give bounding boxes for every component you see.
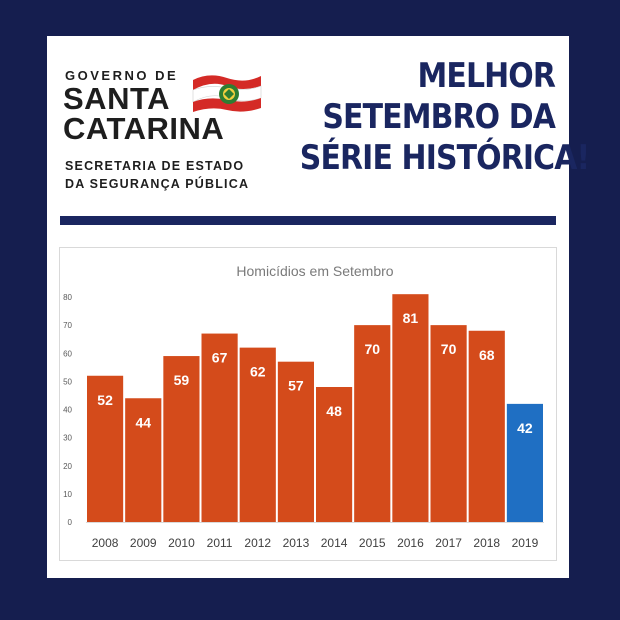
bar-2016 — [392, 294, 429, 522]
info-card: GOVERNO DE SANTA CATARINA SECRETARIA DE … — [47, 36, 590, 578]
bar-chart: Homicídios em Setembro 0 10 20 30 40 50 60 70 80 5… — [63, 263, 544, 550]
bar-2014 — [316, 387, 353, 522]
data-label-2013: 57 — [288, 378, 304, 394]
bar-2018 — [468, 330, 505, 522]
data-label-2015: 70 — [364, 341, 380, 357]
x-tick-label-2012: 2012 — [244, 536, 271, 550]
bar-2017 — [430, 325, 467, 522]
headline-line-3: SÉRIE HISTÓRICA! — [299, 138, 590, 178]
data-label-2018: 68 — [479, 347, 495, 363]
data-label-2014: 48 — [326, 403, 342, 419]
bar-2012 — [239, 347, 276, 522]
x-tick-label-2011: 2011 — [207, 536, 233, 550]
x-tick-label-2013: 2013 — [283, 536, 310, 550]
data-label-2011: 67 — [212, 350, 228, 366]
headline-line-2: SETEMBRO DA — [322, 97, 556, 137]
data-label-2009: 44 — [135, 414, 151, 430]
logo-line-santa: SANTA — [63, 81, 170, 116]
x-tick-label-2015: 2015 — [359, 536, 386, 550]
x-tick-label-2017: 2017 — [435, 536, 462, 550]
data-label-2016: 81 — [403, 310, 419, 326]
x-tick-label-2008: 2008 — [92, 536, 119, 550]
x-tick-label-2014: 2014 — [321, 536, 348, 550]
data-label-2008: 52 — [97, 392, 113, 408]
logo-line-catarina: CATARINA — [63, 111, 225, 146]
y-tick-label: 70 — [63, 321, 72, 330]
y-tick-label: 50 — [63, 377, 72, 386]
bar-2009 — [125, 398, 162, 522]
bar-2015 — [354, 325, 391, 522]
headline-line-1: MELHOR — [417, 56, 555, 96]
headline: MELHOR SETEMBRO DA SÉRIE HISTÓRICA! — [299, 56, 590, 179]
government-logo: GOVERNO DE SANTA CATARINA SECRETARIA DE … — [63, 66, 263, 196]
bar-2011 — [201, 333, 238, 522]
divider-bar — [60, 216, 556, 225]
y-tick-label: 0 — [68, 518, 73, 527]
x-tick-label-2010: 2010 — [168, 536, 195, 550]
y-tick-label: 80 — [63, 293, 72, 302]
y-tick-label: 30 — [63, 434, 72, 443]
logo-line-secretaria: SECRETARIA DE ESTADO — [65, 159, 245, 173]
chart-title: Homicídios em Setembro — [236, 263, 393, 279]
y-tick-label: 60 — [63, 349, 72, 358]
x-tick-label-2009: 2009 — [130, 536, 157, 550]
bar-2010 — [163, 356, 200, 522]
x-tick-label-2016: 2016 — [397, 536, 424, 550]
x-tick-label-2019: 2019 — [512, 536, 539, 550]
y-tick-label: 40 — [63, 406, 72, 415]
bar-2008 — [87, 375, 124, 522]
data-label-2012: 62 — [250, 364, 266, 380]
bar-2013 — [277, 361, 314, 522]
data-label-2017: 70 — [441, 341, 457, 357]
logo-line-governo: GOVERNO DE — [65, 68, 179, 83]
state-flag-icon — [192, 75, 262, 112]
y-tick-label: 20 — [63, 462, 72, 471]
x-tick-label-2018: 2018 — [473, 536, 500, 550]
data-label-2019: 42 — [517, 420, 533, 436]
data-label-2010: 59 — [174, 372, 190, 388]
logo-line-seguranca: DA SEGURANÇA PÚBLICA — [65, 177, 250, 191]
y-tick-label: 10 — [63, 490, 72, 499]
chart-container: Homicídios em Setembro 0 10 20 30 40 50 60 70 80 5… — [59, 247, 557, 561]
bar-2019 — [506, 403, 543, 522]
